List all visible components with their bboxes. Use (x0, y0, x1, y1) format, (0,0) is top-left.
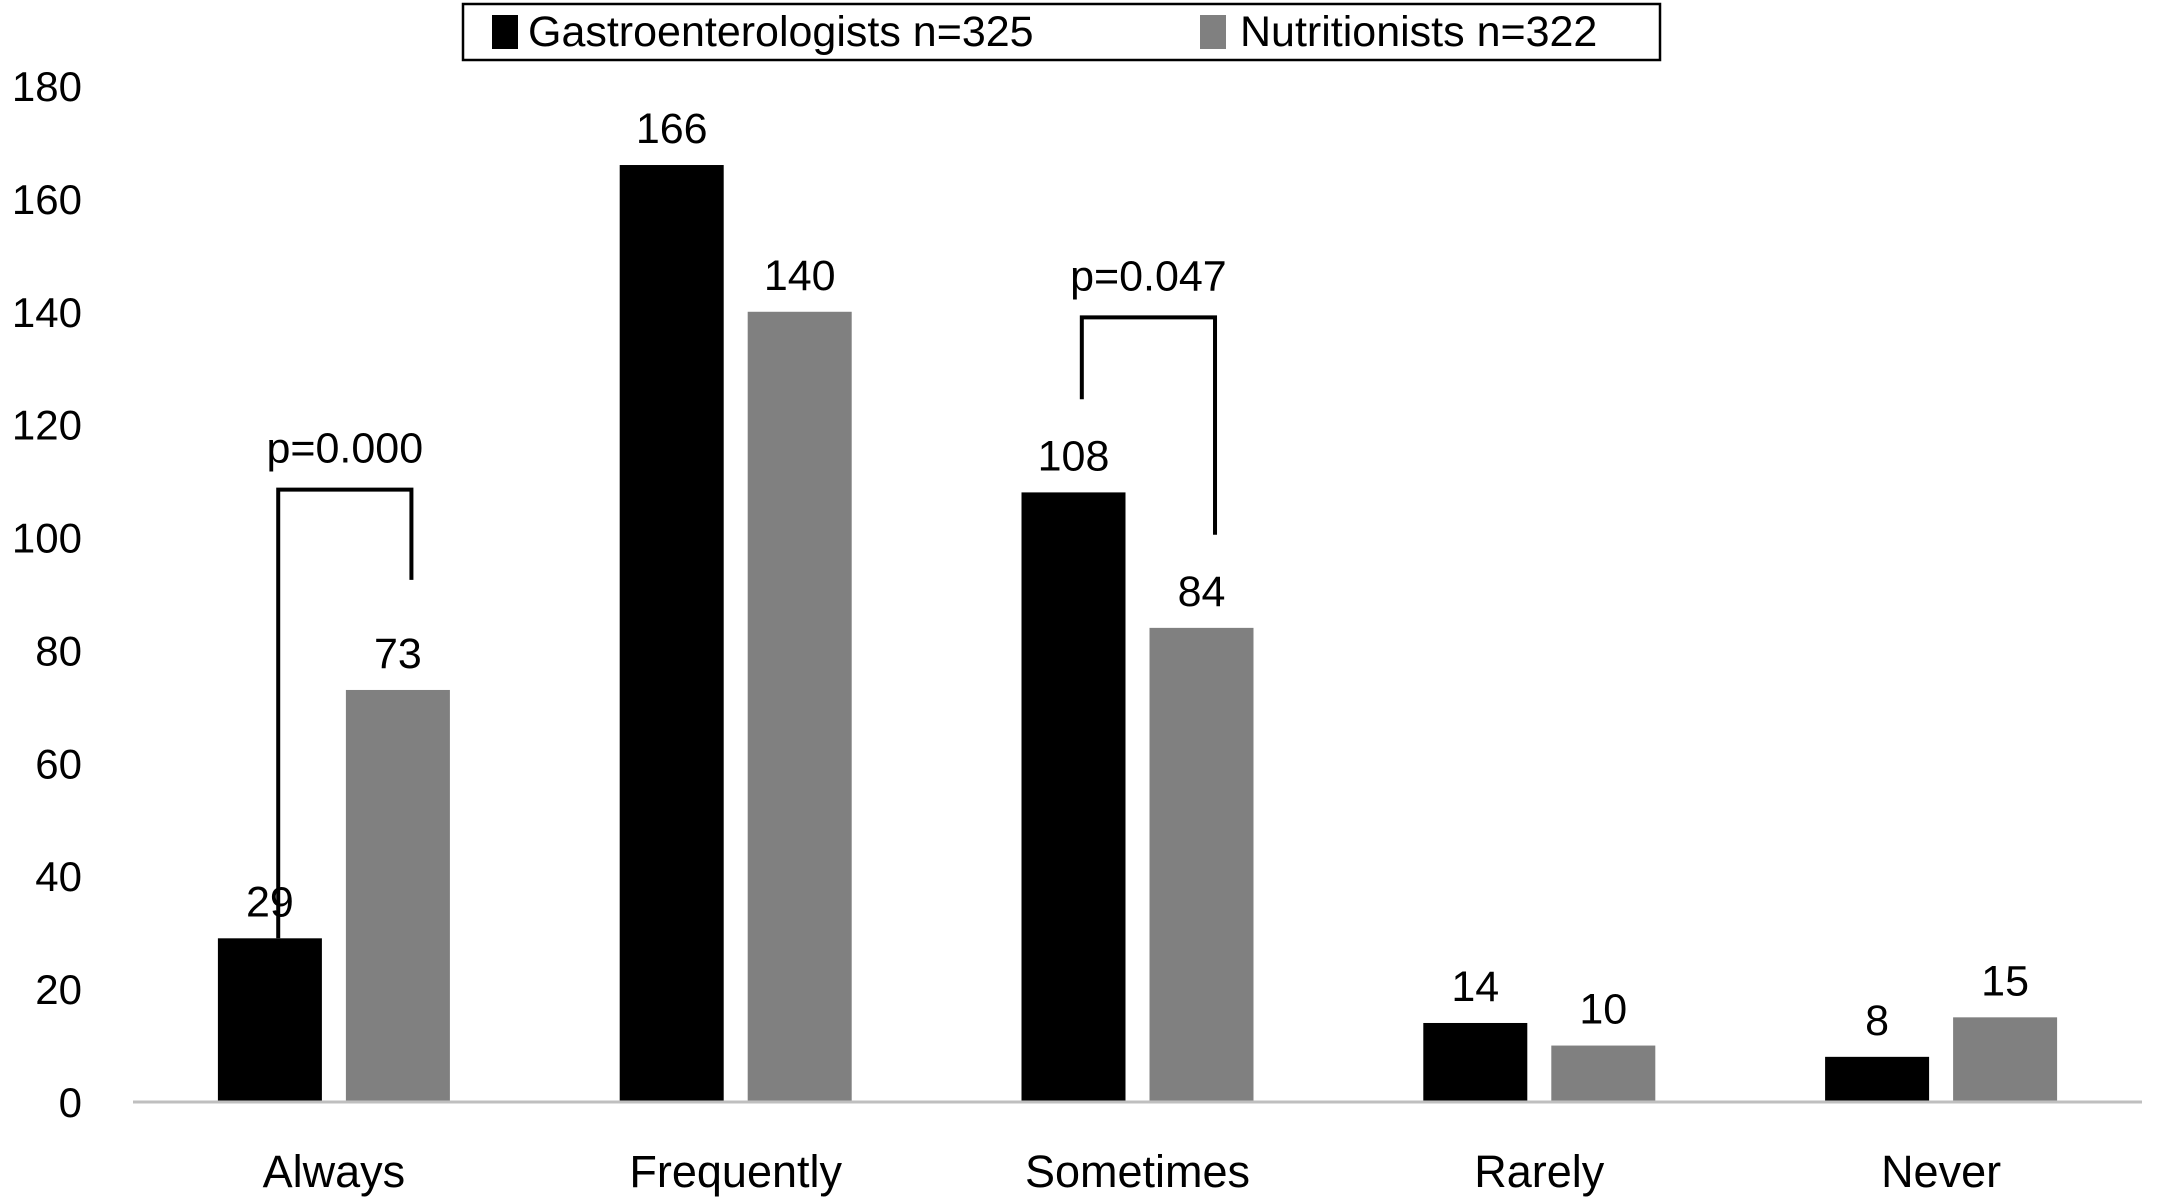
p-value-label-sometimes: p=0.047 (1070, 252, 1227, 300)
bar-nutritionists-always (345, 689, 450, 1102)
significance-bracket-sometimes (1079, 315, 1218, 535)
y-tick-label-160: 160 (12, 176, 82, 223)
data-label-nutritionists-rarely: 10 (1579, 986, 1627, 1034)
legend-border (461, 2, 1662, 62)
bar-nutritionists-frequently (747, 311, 852, 1102)
bar-gastroenterologists-rarely (1423, 1022, 1528, 1102)
data-label-gastroenterologists-never: 8 (1865, 997, 1889, 1045)
bar-gastroenterologists-always (217, 938, 322, 1102)
data-label-nutritionists-frequently: 140 (764, 252, 836, 300)
legend-swatch-gastroenterologists (492, 15, 518, 49)
legend-label-gastroenterologists: Gastroenterologists n=325 (528, 8, 1034, 56)
legend-label-nutritionists: Nutritionists n=322 (1240, 8, 1597, 56)
category-label-always: Always (263, 1146, 406, 1197)
data-labels: 29 166 108 14 8 73 140 84 10 15 (246, 105, 2029, 1045)
y-axis-tick-labels: 0 20 40 60 80 100 120 140 160 180 (12, 63, 82, 1126)
data-label-gastroenterologists-sometimes: 108 (1038, 432, 1110, 480)
y-tick-label-60: 60 (35, 740, 82, 787)
category-label-frequently: Frequently (629, 1146, 842, 1197)
data-label-gastroenterologists-rarely: 14 (1451, 963, 1499, 1011)
bar-nutritionists-never (1953, 1017, 2058, 1102)
y-tick-label-0: 0 (59, 1079, 82, 1126)
bar-gastroenterologists-frequently (619, 165, 724, 1102)
y-tick-label-20: 20 (35, 966, 82, 1013)
data-label-gastroenterologists-always: 29 (246, 878, 294, 926)
x-axis-category-labels: Always Frequently Sometimes Rarely Never (263, 1146, 2002, 1197)
y-tick-label-80: 80 (35, 627, 82, 674)
bar-gastroenterologists-never (1825, 1056, 1930, 1102)
y-tick-label-100: 100 (12, 515, 82, 562)
y-tick-label-120: 120 (12, 402, 82, 449)
category-label-sometimes: Sometimes (1025, 1146, 1250, 1197)
bar-gastroenterologists-sometimes (1021, 492, 1126, 1102)
data-label-gastroenterologists-frequently: 166 (636, 105, 708, 153)
bar-nutritionists-sometimes (1149, 627, 1254, 1102)
data-label-nutritionists-never: 15 (1981, 957, 2029, 1005)
significance-bracket-always (276, 487, 414, 939)
category-label-rarely: Rarely (1474, 1146, 1605, 1197)
bars (217, 165, 2058, 1102)
significance-annotations: p=0.000 p=0.047 (266, 252, 1227, 939)
y-tick-label-140: 140 (12, 289, 82, 336)
bar-nutritionists-rarely (1551, 1045, 1656, 1102)
legend-swatch-nutritionists (1200, 15, 1226, 49)
data-label-nutritionists-sometimes: 84 (1178, 568, 1226, 616)
y-tick-label-180: 180 (12, 63, 82, 110)
legend: Gastroenterologists n=325 Nutritionists … (461, 2, 1662, 62)
category-label-never: Never (1881, 1146, 2001, 1197)
data-label-nutritionists-always: 73 (374, 630, 422, 678)
p-value-label-always: p=0.000 (266, 425, 423, 473)
y-tick-label-40: 40 (35, 853, 82, 900)
